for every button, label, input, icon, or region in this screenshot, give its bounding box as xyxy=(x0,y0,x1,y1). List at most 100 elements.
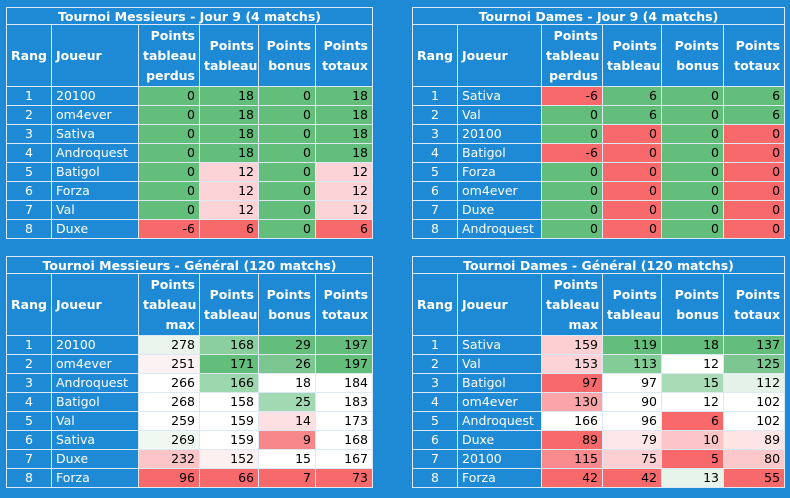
rank-cell: 1 xyxy=(412,86,458,106)
points-cell-2: 159 xyxy=(199,411,259,431)
points-cell-3: 18 xyxy=(258,373,316,393)
points-cell-3: 6 xyxy=(661,411,724,431)
points-cell-3: 0 xyxy=(661,105,724,125)
rank-cell: 8 xyxy=(412,468,458,488)
player-cell: Forza xyxy=(457,468,542,488)
rank-cell: 8 xyxy=(6,468,52,488)
rank-cell: 5 xyxy=(6,411,52,431)
header-points-total: Points totaux xyxy=(722,24,786,87)
player-cell: Duxe xyxy=(51,219,139,239)
points-cell-1: 0 xyxy=(138,105,200,125)
points-cell-2: 158 xyxy=(199,392,259,412)
rank-cell: 1 xyxy=(412,335,458,355)
table-title: Tournoi Dames - Général (120 matchs) xyxy=(411,256,786,274)
rank-cell: 3 xyxy=(6,373,52,393)
rank-cell: 6 xyxy=(412,430,458,450)
table-row: 1 Sativa 159 119 18 137 xyxy=(412,335,786,355)
table-row: 7 Duxe 232 152 15 167 xyxy=(6,449,374,469)
header-player: Joueur xyxy=(457,273,542,336)
player-cell: Val xyxy=(51,411,139,431)
points-cell-4: 183 xyxy=(314,392,374,412)
header-rank: Rang xyxy=(412,24,458,87)
points-cell-3: 12 xyxy=(661,354,724,374)
header-rank: Rang xyxy=(6,24,52,87)
points-cell-3: 0 xyxy=(258,143,316,163)
points-cell-3: 0 xyxy=(258,219,316,239)
table-row: 7 20100 115 75 5 80 xyxy=(412,449,786,469)
points-cell-2: 18 xyxy=(199,124,259,144)
player-cell: Val xyxy=(51,200,139,220)
player-cell: 20100 xyxy=(51,86,139,106)
player-cell: Duxe xyxy=(457,430,542,450)
tournament-table-men-general: Tournoi Messieurs - Général (120 matchs)… xyxy=(5,256,374,488)
points-cell-2: 159 xyxy=(199,430,259,450)
points-cell-2: 12 xyxy=(199,200,259,220)
points-cell-3: 25 xyxy=(258,392,316,412)
points-cell-1: 232 xyxy=(138,449,200,469)
rank-cell: 6 xyxy=(412,181,458,201)
points-cell-2: 168 xyxy=(199,335,259,355)
player-cell: Sativa xyxy=(457,86,542,106)
points-cell-2: 152 xyxy=(199,449,259,469)
points-cell-2: 0 xyxy=(602,124,662,144)
points-cell-3: 9 xyxy=(258,430,316,450)
header-points-lost: Points tableau perdus xyxy=(541,24,603,87)
header-points-bonus: Points bonus xyxy=(258,273,316,336)
points-cell-3: 18 xyxy=(661,335,724,355)
points-cell-3: 0 xyxy=(661,162,724,182)
rank-cell: 6 xyxy=(6,430,52,450)
points-cell-1: 96 xyxy=(138,468,200,488)
tournament-table-men-day: Tournoi Messieurs - Jour 9 (4 matchs) Ra… xyxy=(6,7,373,239)
player-cell: 20100 xyxy=(457,124,542,144)
points-cell-3: 0 xyxy=(258,105,316,125)
points-cell-1: 166 xyxy=(541,411,603,431)
player-cell: 20100 xyxy=(457,449,542,469)
points-cell-2: 113 xyxy=(602,354,662,374)
header-points-bonus: Points bonus xyxy=(258,24,316,87)
rank-cell: 5 xyxy=(6,162,52,182)
points-cell-4: 18 xyxy=(315,86,373,106)
points-cell-1: 0 xyxy=(138,143,200,163)
points-cell-3: 29 xyxy=(258,335,316,355)
points-cell-3: 12 xyxy=(661,392,724,412)
points-cell-2: 0 xyxy=(602,143,662,163)
points-cell-3: 0 xyxy=(661,124,724,144)
table-row: 1 20100 278 168 29 197 xyxy=(6,335,374,355)
player-cell: Forza xyxy=(457,162,542,182)
points-cell-4: 12 xyxy=(315,162,373,182)
points-cell-4: 102 xyxy=(722,392,786,412)
points-cell-1: 0 xyxy=(138,124,200,144)
rank-cell: 2 xyxy=(6,105,52,125)
points-cell-3: 0 xyxy=(258,86,316,106)
rank-cell: 4 xyxy=(6,392,52,412)
table-row: 2 om4ever 251 171 26 197 xyxy=(6,354,374,374)
rank-cell: 6 xyxy=(6,181,52,201)
player-cell: Batigol xyxy=(457,373,542,393)
table-row: 3 20100 0 0 0 0 xyxy=(412,124,786,144)
player-cell: Sativa xyxy=(51,430,139,450)
player-cell: 20100 xyxy=(51,335,139,355)
points-cell-2: 12 xyxy=(199,181,259,201)
points-cell-1: 0 xyxy=(541,105,603,125)
player-cell: om4ever xyxy=(51,354,139,374)
points-cell-3: 0 xyxy=(661,219,724,239)
table-row: 7 Duxe 0 0 0 0 xyxy=(412,200,786,220)
points-cell-4: 168 xyxy=(314,430,374,450)
rank-cell: 1 xyxy=(6,86,52,106)
points-cell-3: 7 xyxy=(258,468,316,488)
points-cell-1: 0 xyxy=(541,219,603,239)
table-row: 6 Duxe 89 79 10 89 xyxy=(412,430,786,450)
points-cell-2: 166 xyxy=(199,373,259,393)
points-cell-4: 112 xyxy=(722,373,786,393)
points-cell-1: 0 xyxy=(138,162,200,182)
points-cell-1: 89 xyxy=(541,430,603,450)
player-cell: Duxe xyxy=(51,449,139,469)
points-cell-1: 0 xyxy=(541,181,603,201)
points-cell-4: 12 xyxy=(315,181,373,201)
player-cell: Val xyxy=(457,105,542,125)
rank-cell: 2 xyxy=(6,354,52,374)
points-cell-1: 269 xyxy=(138,430,200,450)
header-points-max: Points tableau max xyxy=(541,273,603,336)
header-points-max: Points tableau max xyxy=(138,273,200,336)
points-cell-1: -6 xyxy=(138,219,200,239)
